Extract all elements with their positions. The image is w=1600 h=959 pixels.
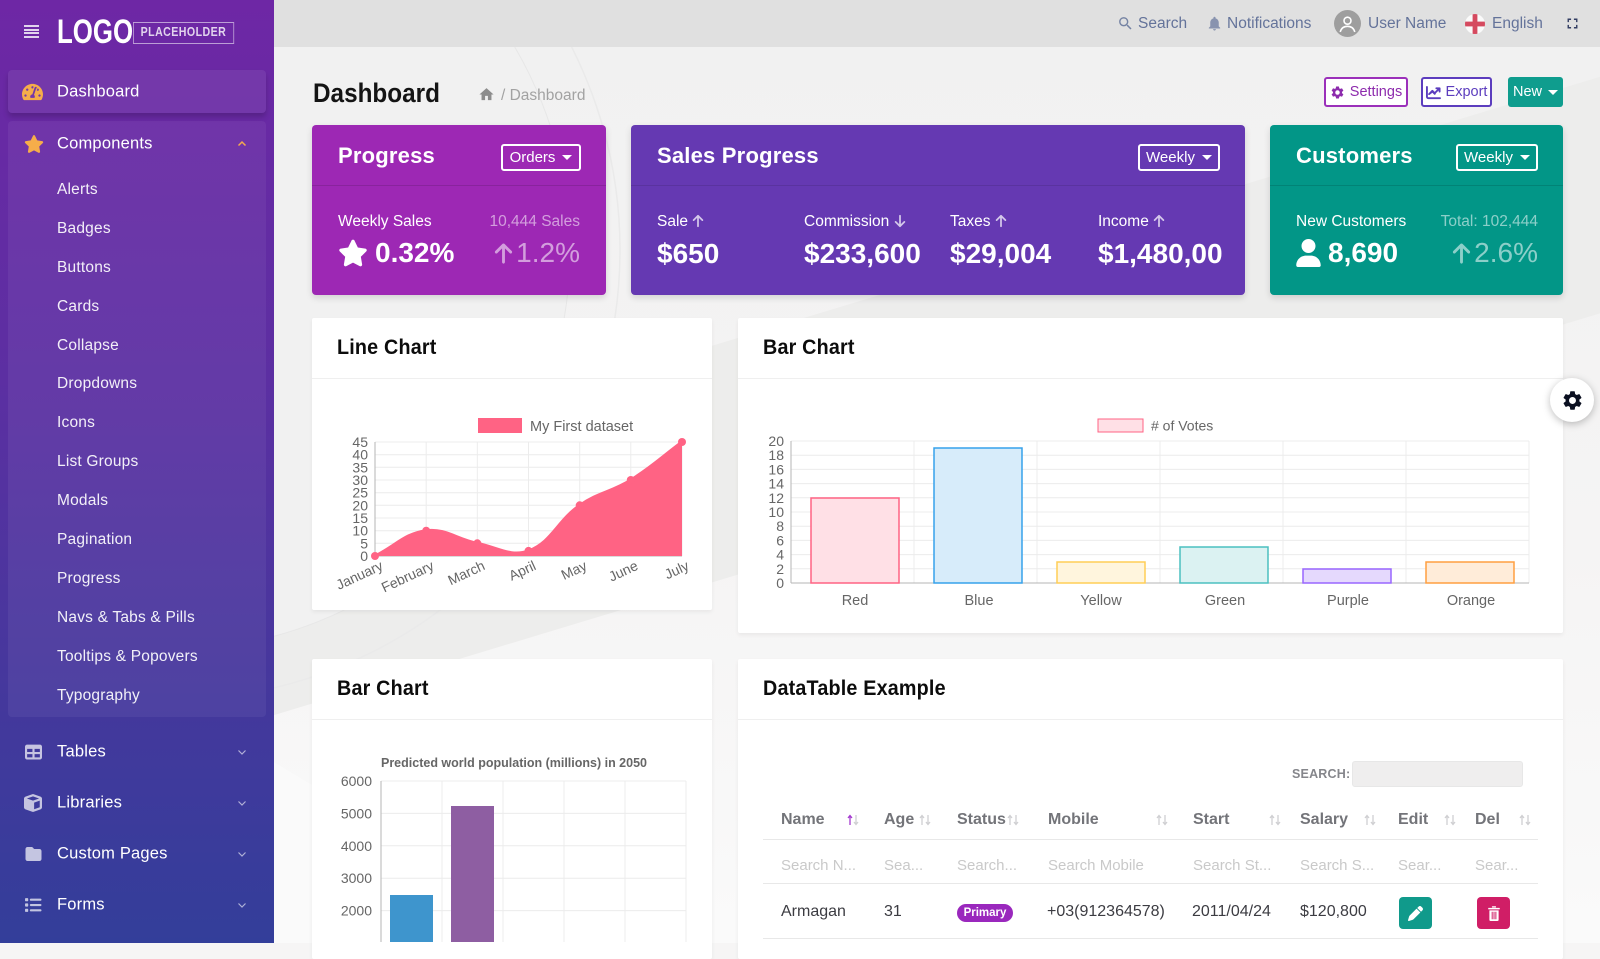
svg-text:6: 6	[776, 532, 784, 548]
svg-text:16: 16	[768, 461, 784, 477]
svg-text:0: 0	[360, 548, 368, 564]
svg-text:April: April	[506, 557, 538, 583]
svg-text:Orange: Orange	[1447, 593, 1495, 609]
svg-text:Green: Green	[1205, 593, 1245, 609]
svg-text:12: 12	[768, 490, 784, 506]
svg-text:June: June	[606, 557, 640, 584]
svg-text:45: 45	[352, 434, 368, 450]
svg-text:May: May	[559, 557, 590, 583]
svg-text:30: 30	[352, 472, 368, 488]
svg-text:5000: 5000	[341, 805, 372, 821]
svg-text:# of Votes: # of Votes	[1151, 418, 1213, 434]
svg-text:February: February	[379, 557, 437, 595]
svg-text:0: 0	[776, 575, 784, 591]
svg-text:4: 4	[776, 547, 784, 563]
svg-text:35: 35	[352, 459, 368, 475]
svg-text:8: 8	[776, 518, 784, 534]
svg-text:20: 20	[768, 433, 784, 449]
svg-text:Purple: Purple	[1327, 593, 1369, 609]
svg-text:5: 5	[360, 535, 368, 551]
svg-text:6000: 6000	[341, 773, 372, 789]
svg-text:My First dataset: My First dataset	[530, 419, 633, 435]
svg-text:Blue: Blue	[964, 593, 993, 609]
svg-text:40: 40	[352, 447, 368, 463]
svg-text:2: 2	[776, 561, 784, 577]
svg-text:2000: 2000	[341, 903, 372, 919]
svg-text:3000: 3000	[341, 870, 372, 886]
svg-text:20: 20	[352, 497, 368, 513]
svg-text:18: 18	[768, 447, 784, 463]
svg-text:15: 15	[352, 510, 368, 526]
svg-text:10: 10	[768, 504, 784, 520]
svg-text:Predicted world population (mi: Predicted world population (millions) in…	[381, 756, 647, 770]
svg-text:4000: 4000	[341, 838, 372, 854]
svg-text:14: 14	[768, 476, 784, 492]
svg-text:Red: Red	[842, 593, 869, 609]
svg-text:25: 25	[352, 485, 368, 501]
svg-text:Yellow: Yellow	[1080, 593, 1122, 609]
svg-text:July: July	[662, 557, 691, 582]
svg-text:March: March	[445, 557, 487, 588]
svg-text:10: 10	[352, 523, 368, 539]
